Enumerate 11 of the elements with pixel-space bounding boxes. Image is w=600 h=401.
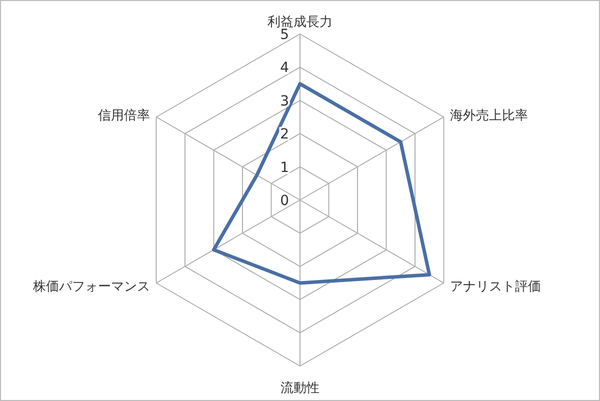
y-tick-label: 5 bbox=[280, 27, 289, 43]
y-tick-label: 2 bbox=[280, 126, 289, 143]
spoke-label: 海外売上比率 bbox=[450, 108, 528, 124]
spoke-label: 信用倍率 bbox=[98, 108, 150, 124]
spoke-label: アナリスト評価 bbox=[450, 279, 542, 294]
y-tick-label: 0 bbox=[280, 193, 289, 209]
y-tick-label: 1 bbox=[280, 160, 289, 176]
spoke-label: 流動性 bbox=[280, 380, 320, 396]
y-tick-label: 3 bbox=[280, 93, 289, 110]
spoke-label: 株価パフォーマンス bbox=[32, 279, 150, 294]
y-tick-label: 4 bbox=[280, 60, 290, 76]
